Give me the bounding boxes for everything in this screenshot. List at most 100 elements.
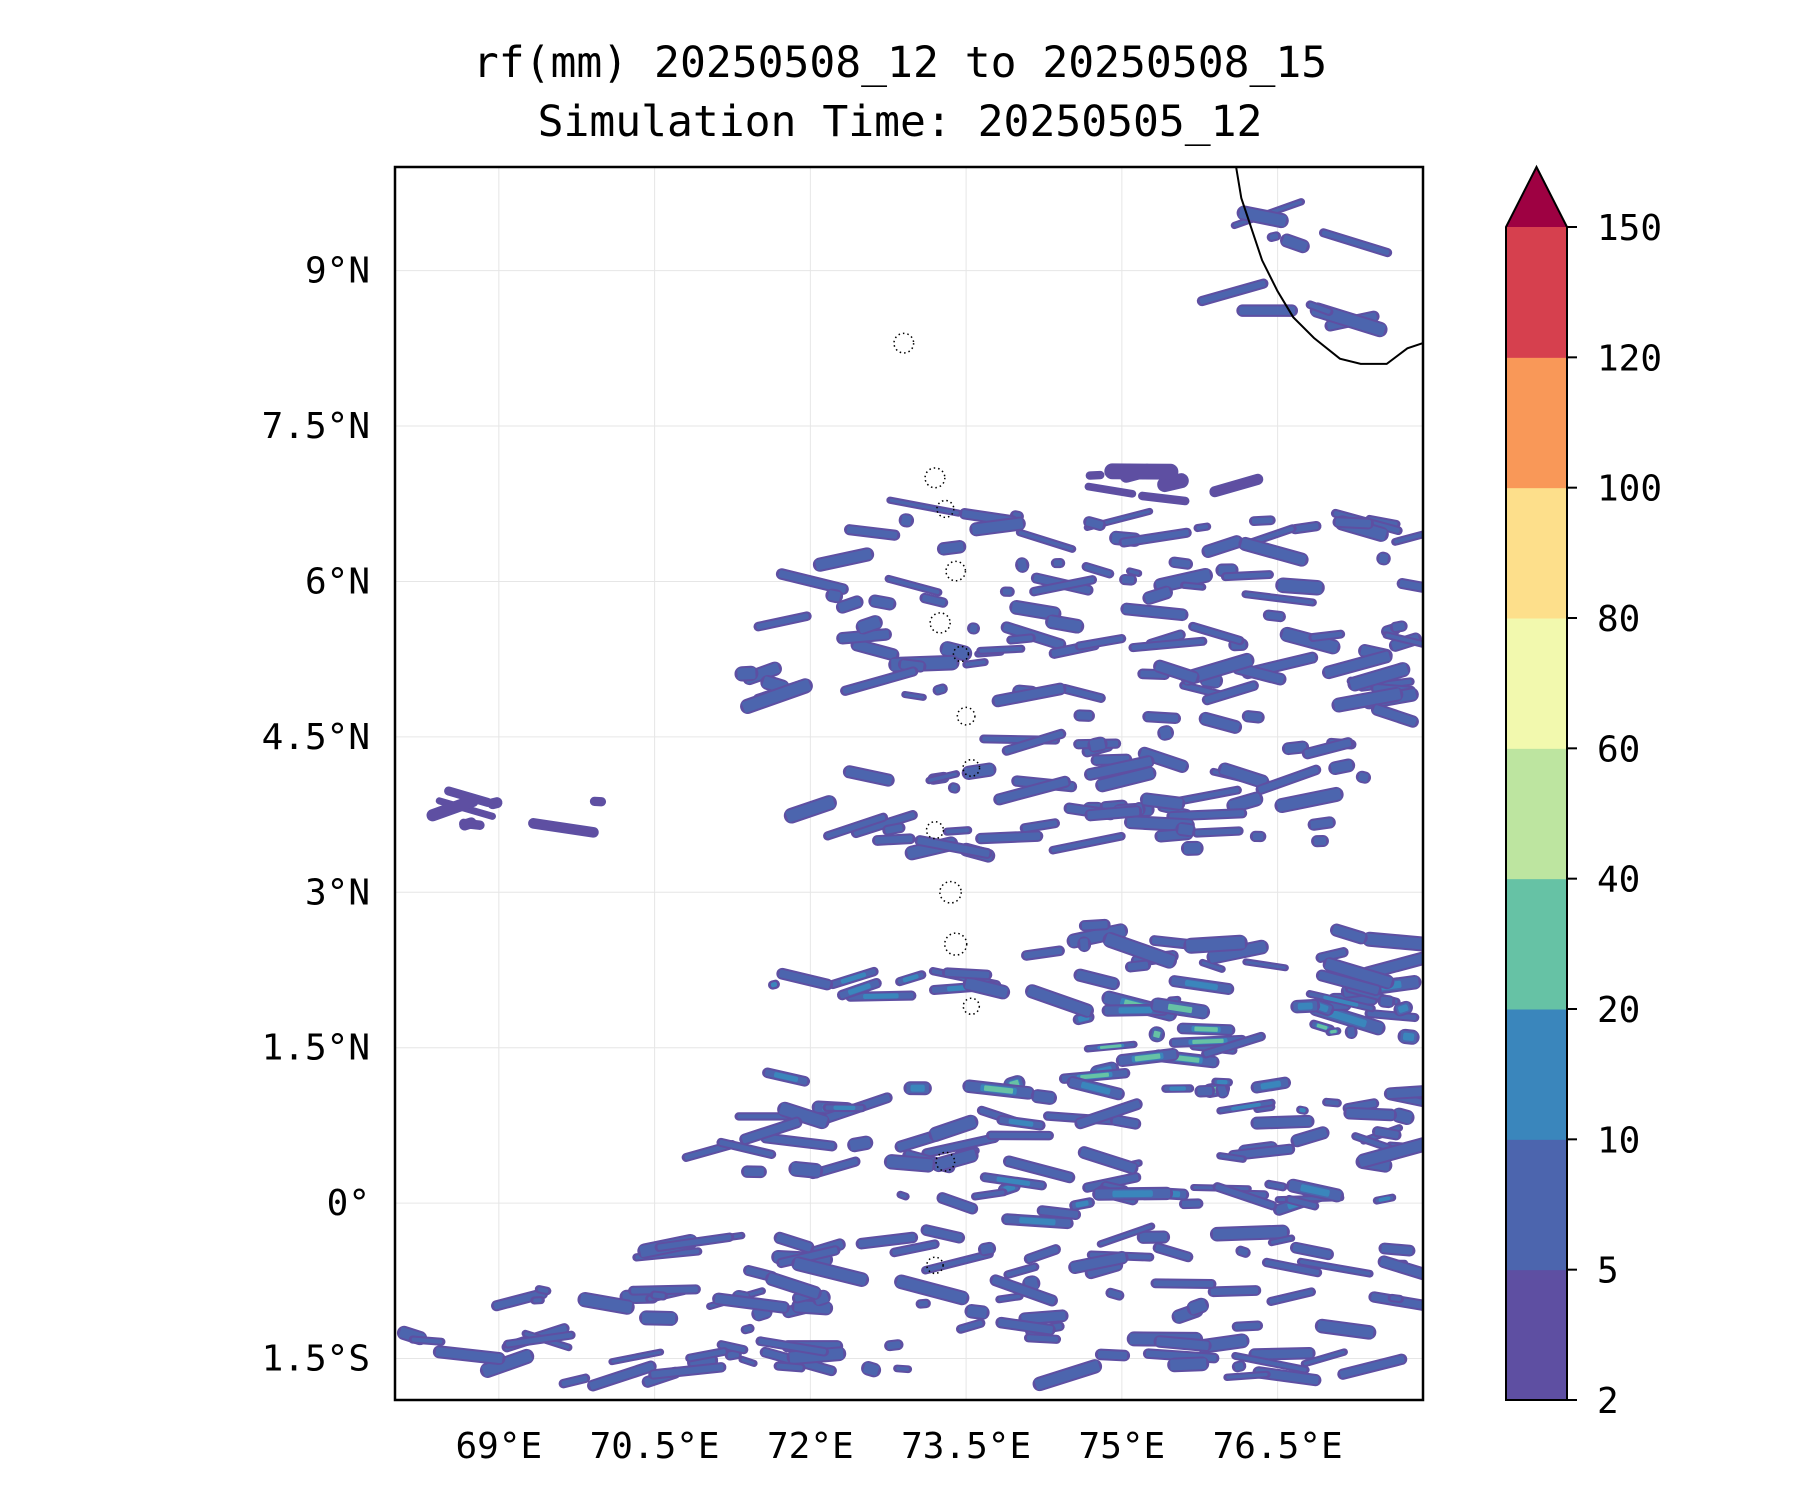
rain-cell-core: [1287, 1197, 1317, 1209]
rain-cell-core: [1139, 748, 1187, 772]
colorbar-segment: [1506, 357, 1567, 489]
colorbar-label: 20: [1597, 990, 1640, 1031]
rain-cell-core: [688, 1349, 726, 1361]
rain-cell-core: [727, 1351, 740, 1359]
rain-cell-core: [1080, 1081, 1111, 1095]
rain-cell-core: [1178, 823, 1194, 836]
atoll-outline: [924, 467, 946, 489]
rain-cell-core: [1267, 1181, 1285, 1190]
rain-cell-core: [1104, 933, 1176, 968]
rain-cell-core: [1316, 1023, 1328, 1030]
rain-cell-core: [1142, 794, 1183, 809]
rain-cell-core: [1002, 588, 1012, 595]
rain-cell-core: [1335, 518, 1372, 528]
rain-cell-core: [1171, 558, 1191, 568]
rain-cell-core: [1201, 713, 1240, 733]
rain-cell-core: [1080, 1147, 1137, 1173]
rain-cell-core: [939, 541, 964, 554]
rain-cell-core: [995, 777, 1069, 804]
colorbar-outline: [1505, 164, 1568, 1401]
rain-cell-core: [930, 1116, 977, 1141]
rain-cell-core: [1170, 1358, 1207, 1371]
rain-cell-core: [1023, 947, 1063, 959]
rain-cell-core: [1220, 763, 1268, 788]
rain-cell-core: [967, 1305, 988, 1319]
colorbar-label: 100: [1597, 469, 1662, 510]
rain-cell-core: [1084, 564, 1112, 577]
rain-cell-core: [1308, 302, 1331, 314]
rain-cell-core: [900, 660, 924, 671]
rain-cell-core: [1378, 553, 1389, 564]
rain-cell-core: [611, 1350, 662, 1363]
rain-cell-core: [1292, 1243, 1332, 1259]
rain-cell-core: [815, 548, 872, 571]
rain-cell-core: [870, 596, 894, 609]
rain-cell-core: [1303, 1350, 1345, 1366]
rain-cell-core: [1017, 558, 1027, 572]
rain-cell-core: [651, 1364, 724, 1378]
rain-cell-core: [1299, 1259, 1371, 1276]
rain-cell-core: [840, 972, 867, 984]
rain-cell-core: [889, 498, 959, 515]
rain-cell-core: [1184, 979, 1218, 991]
chart-title: rf(mm) 20250508_12 to 20250508_15: [472, 38, 1328, 88]
rain-cell-core: [1234, 1354, 1307, 1372]
rain-cell-core: [1349, 663, 1409, 691]
india-coastline: [1235, 167, 1423, 365]
rain-cell-core: [1237, 1247, 1249, 1256]
rain-cell-core: [1240, 538, 1307, 566]
rain-cell-core: [899, 1193, 907, 1199]
rain-cell-core: [719, 1342, 746, 1353]
rain-cell-core: [1108, 1289, 1122, 1299]
rain-cell-core: [1151, 937, 1193, 948]
rain-cell-core: [778, 969, 831, 989]
rain-cell-core: [1039, 1207, 1079, 1219]
rain-cell-core: [791, 1162, 821, 1177]
y-tick-label: 3°N: [305, 872, 370, 913]
rain-cell-core: [1011, 601, 1059, 620]
rain-cell-core: [773, 1072, 799, 1082]
rain-cell-core: [924, 1135, 997, 1157]
rain-cell-core: [1269, 233, 1279, 240]
rain-cell-core: [793, 1258, 867, 1286]
rain-cell-core: [1212, 1226, 1287, 1240]
rain-cell-core: [1358, 772, 1369, 782]
rain-cell-core: [973, 1190, 1005, 1199]
rain-cell-core: [998, 1318, 1053, 1334]
rain-cell-core: [1339, 1355, 1405, 1378]
rain-cell-core: [1034, 1360, 1100, 1390]
x-tick-label: 72°E: [767, 1426, 854, 1467]
rain-cell-core: [1318, 949, 1346, 961]
colorbar: 2 5 10 20 40 60 80 100 120 150: [1505, 164, 1662, 1422]
rain-cell-core: [1346, 1108, 1395, 1120]
x-tick-label: 73.5°E: [901, 1426, 1031, 1467]
rain-cell-core: [1386, 1086, 1423, 1099]
rain-cell-core: [902, 974, 919, 983]
rain-cell-core: [827, 590, 841, 602]
rain-cell-core: [743, 1326, 752, 1333]
rain-cell-core: [945, 828, 970, 834]
rain-cell-core: [935, 685, 946, 694]
atoll-outline: [945, 560, 967, 582]
rain-cell-core: [1385, 633, 1423, 647]
rain-cell-core: [1374, 1128, 1399, 1139]
rain-cell-core: [1005, 1157, 1073, 1182]
rain-cell-core: [924, 1251, 991, 1273]
rain-cell-core: [776, 1233, 812, 1252]
rain-cell-core: [1373, 705, 1417, 727]
rain-cell-core: [1292, 1127, 1328, 1146]
rain-cell-core: [785, 796, 836, 823]
rain-cell-core: [933, 1149, 977, 1171]
rain-cell-core: [1126, 817, 1192, 831]
rain-cell-core: [938, 1193, 976, 1213]
rain-cell-core: [1314, 836, 1327, 846]
rain-cell-core: [980, 1243, 994, 1255]
rain-cell-core: [1183, 842, 1201, 854]
colorbar-segment: [1506, 1269, 1567, 1401]
rain-cell-core: [767, 1273, 820, 1299]
y-tick-label: 6°N: [305, 561, 370, 602]
rain-cell-core: [1364, 933, 1423, 951]
y-tick-label: 1.5°S: [262, 1339, 370, 1380]
